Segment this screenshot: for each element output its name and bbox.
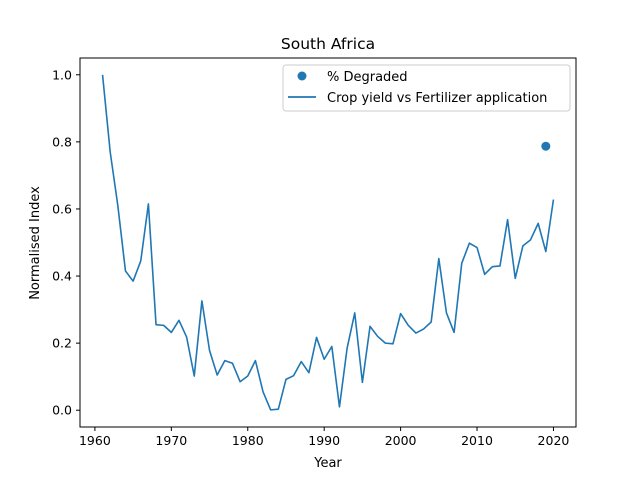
x-tick-label: 2020 [538, 433, 570, 448]
x-axis: 1960 1970 1980 1990 2000 2010 2020 [79, 427, 569, 448]
plot-frame [79, 57, 577, 428]
x-tick-label: 1980 [232, 433, 264, 448]
legend-marker-degraded [297, 71, 307, 81]
y-tick-label: 0.4 [52, 269, 72, 284]
x-tick-label: 1990 [308, 433, 340, 448]
y-tick-label: 0.0 [52, 403, 72, 418]
legend-box [282, 64, 571, 112]
plot-area [79, 57, 577, 428]
chart-title: South Africa [281, 35, 375, 53]
y-tick-label: 1.0 [52, 67, 72, 82]
x-axis-label: Year [313, 456, 342, 471]
series-point-degraded [541, 141, 551, 151]
series-line-crop-yield [101, 74, 555, 411]
y-tick-label: 0.2 [52, 336, 72, 351]
x-tick-label: 1970 [155, 433, 187, 448]
y-tick-label: 0.6 [52, 201, 72, 216]
y-axis: 0.0 0.2 0.4 0.6 0.8 1.0 [52, 67, 80, 418]
x-tick-label: 2000 [385, 433, 417, 448]
legend: % Degraded Crop yield vs Fertilizer appl… [282, 64, 571, 112]
legend-label-degraded: % Degraded [327, 70, 408, 85]
y-tick-label: 0.8 [52, 134, 72, 149]
y-axis-label: Normalised Index [28, 186, 43, 300]
x-tick-label: 2010 [461, 433, 493, 448]
legend-label-crop-yield: Crop yield vs Fertilizer application [327, 91, 547, 106]
x-tick-label: 1960 [79, 433, 111, 448]
